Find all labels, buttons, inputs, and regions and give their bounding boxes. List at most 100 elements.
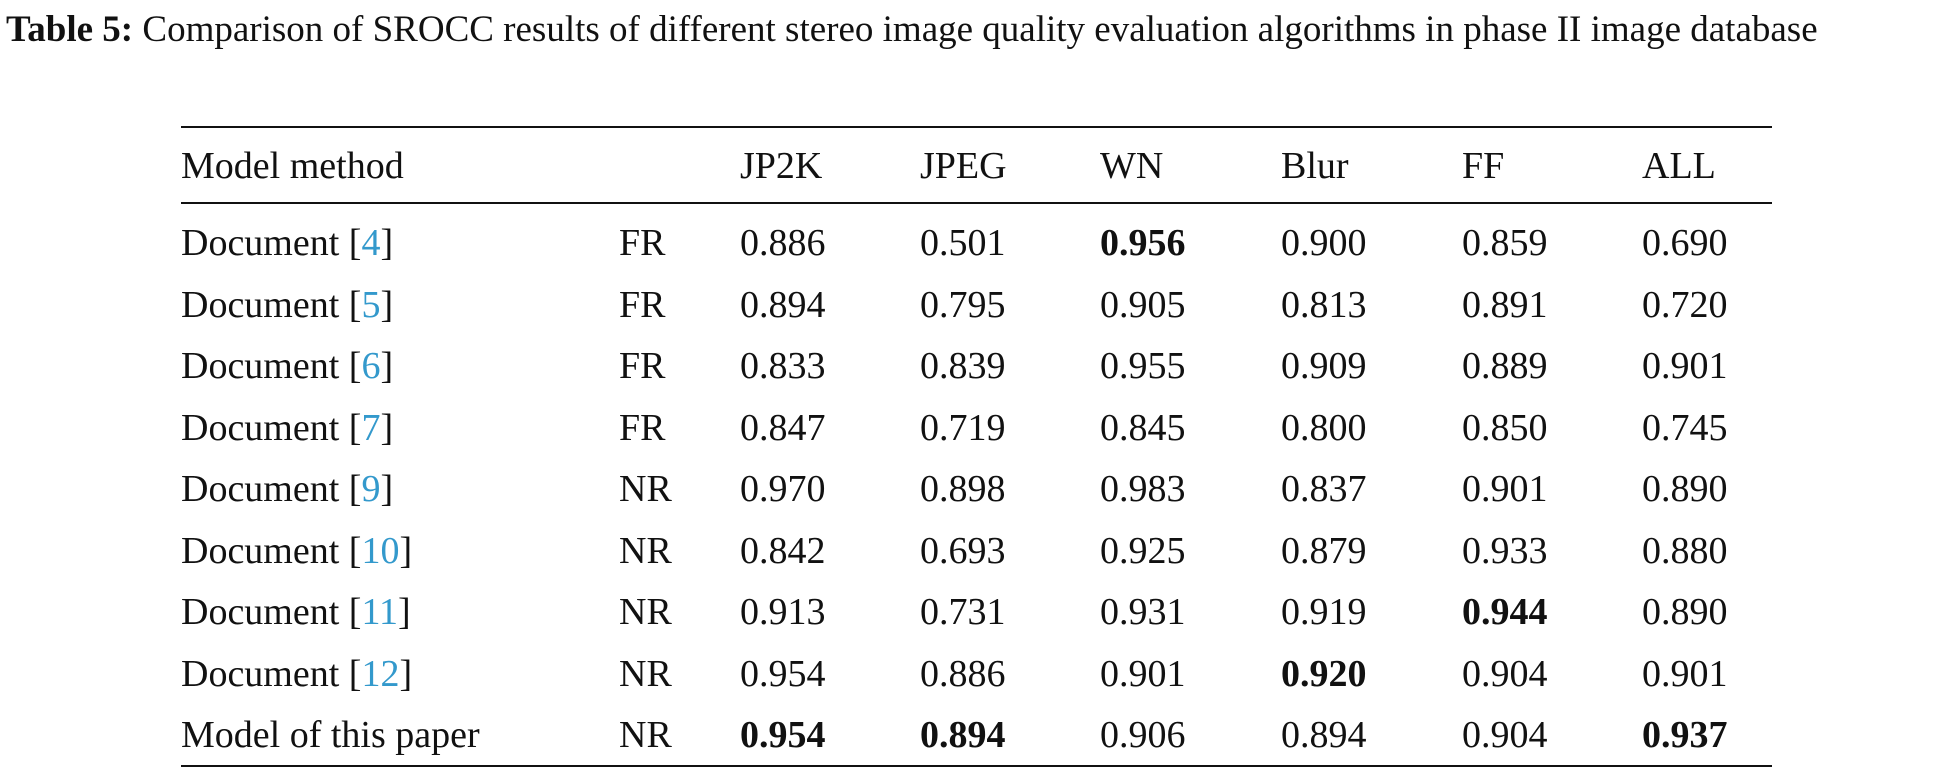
value-cell: 0.795 [920,283,1006,326]
value-cell: 0.894 [1281,714,1367,756]
column-header: FF [1462,145,1505,187]
value-cell: 0.847 [740,406,826,449]
value-cell: 0.845 [1100,406,1186,449]
value-cell: 0.944 [1462,591,1548,633]
type-cell: NR [619,714,672,756]
method-text: ] [380,468,394,510]
method-text: Document [ [181,529,362,572]
value-cell: 0.879 [1281,529,1367,572]
caption-label: Table 5: [6,9,134,50]
value-cell: 0.904 [1462,714,1548,756]
type-cell: NR [619,591,672,633]
header-rule [181,202,1772,204]
type-cell: FR [619,283,666,326]
value-cell: 0.720 [1642,283,1728,326]
value-cell: 0.886 [740,222,826,264]
type-cell: FR [619,222,666,264]
value-cell: 0.800 [1281,406,1367,449]
value-cell: 0.901 [1642,652,1728,695]
value-cell: 0.919 [1281,591,1367,633]
column-header: JP2K [740,145,823,187]
value-cell: 0.894 [920,714,1006,756]
type-cell: FR [619,406,666,449]
value-cell: 0.731 [920,591,1006,633]
value-cell: 0.894 [740,283,826,326]
value-cell: 0.901 [1100,652,1186,695]
value-cell: 0.813 [1281,283,1367,326]
value-cell: 0.501 [920,222,1006,264]
method-text: Document [ [181,283,362,326]
method-text: Model of this paper [181,714,480,756]
citation: 10 [361,529,400,572]
value-cell: 0.886 [920,652,1006,695]
column-header: WN [1100,145,1164,187]
caption-text: Comparison of SROCC results of different… [142,9,1818,50]
value-cell: 0.900 [1281,222,1367,264]
value-cell: 0.901 [1462,468,1548,510]
method-cell: Document [11] [181,590,411,634]
value-cell: 0.904 [1462,652,1548,695]
method-text: Document [ [181,591,362,633]
method-text: Document [ [181,652,362,695]
method-text: Document [ [181,345,362,387]
value-cell: 0.898 [920,468,1006,510]
value-cell: 0.850 [1462,406,1548,449]
method-text: Document [ [181,222,362,264]
citation: 12 [361,652,400,695]
value-cell: 0.837 [1281,468,1367,510]
top-rule [181,126,1772,128]
citation: 4 [361,222,381,264]
method-text: ] [398,591,411,633]
value-cell: 0.891 [1462,283,1548,326]
value-cell: 0.905 [1100,283,1186,326]
value-cell: 0.839 [920,345,1006,387]
column-header: ALL [1642,145,1716,187]
method-cell: Document [12] [181,652,412,696]
value-cell: 0.901 [1642,345,1728,387]
value-cell: 0.745 [1642,406,1728,449]
value-cell: 0.890 [1642,468,1728,510]
value-cell: 0.906 [1100,714,1186,756]
type-cell: FR [619,345,666,387]
method-cell: Document [10] [181,529,412,573]
value-cell: 0.833 [740,345,826,387]
method-text: Document [ [181,468,362,510]
citation: 11 [361,591,399,633]
value-cell: 0.842 [740,529,826,572]
citation: 6 [361,345,381,387]
method-cell: Model of this paper [181,713,480,757]
citation: 5 [361,283,381,326]
value-cell: 0.931 [1100,591,1186,633]
value-cell: 0.925 [1100,529,1186,572]
method-cell: Document [4] [181,221,393,265]
value-cell: 0.933 [1462,529,1548,572]
column-header: JPEG [920,145,1007,187]
table-caption: Table 5: Comparison of SROCC results of … [6,8,1950,52]
value-cell: 0.970 [740,468,826,510]
bottom-rule [181,765,1772,767]
method-text: ] [380,345,394,387]
value-cell: 0.890 [1642,591,1728,633]
value-cell: 0.693 [920,529,1006,572]
value-cell: 0.955 [1100,345,1186,387]
method-text: ] [380,283,394,326]
method-cell: Document [7] [181,406,393,450]
value-cell: 0.719 [920,406,1006,449]
value-cell: 0.859 [1462,222,1548,264]
value-cell: 0.880 [1642,529,1728,572]
column-header: Blur [1281,145,1349,187]
method-cell: Document [5] [181,283,393,327]
value-cell: 0.956 [1100,222,1186,264]
method-text: Document [ [181,406,362,449]
citation: 9 [361,468,381,510]
method-text: ] [399,529,413,572]
value-cell: 0.954 [740,714,826,756]
method-cell: Document [6] [181,344,393,388]
value-cell: 0.889 [1462,345,1548,387]
value-cell: 0.920 [1281,652,1367,695]
value-cell: 0.690 [1642,222,1728,264]
method-text: ] [380,222,394,264]
method-text: ] [399,652,413,695]
value-cell: 0.983 [1100,468,1186,510]
